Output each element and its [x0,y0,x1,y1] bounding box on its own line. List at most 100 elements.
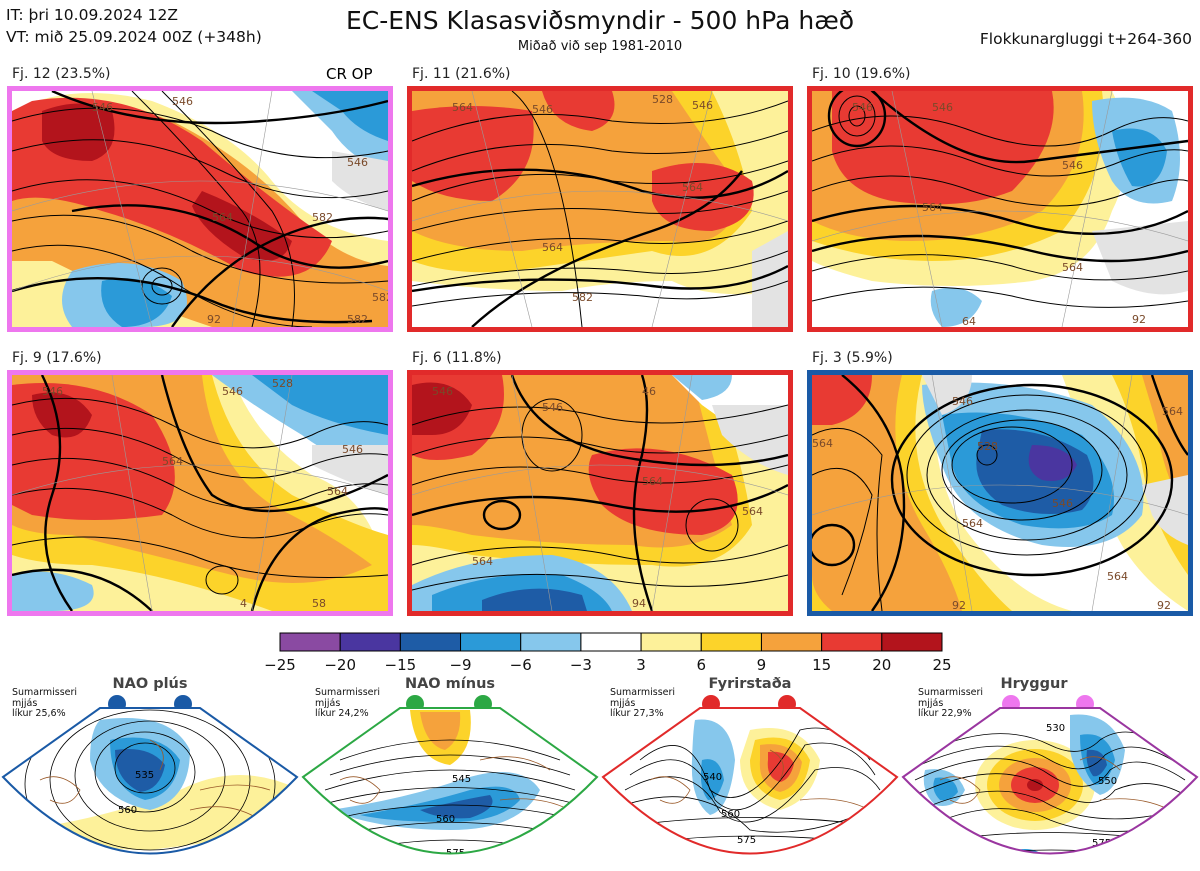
colorbar-tick-label: −25 [264,656,296,674]
cluster-label: Fj. 3 (5.9%) [812,350,893,366]
regime-ridge: Hryggur Sumarmisseri mjjás líkur 22,9% [900,676,1200,871]
colorbar-tick-label: −20 [324,656,356,674]
contour-label: 528 [977,440,998,453]
contour-label: 92 [207,313,221,326]
contour-label: 546 [952,395,973,408]
colorbar-swatches [279,632,943,652]
regime-note: Sumarmisseri mjjás líkur 24,2% [315,687,381,719]
regime-map: 535 560 [1,707,299,855]
contour-label: 564 [1162,405,1183,418]
contour-label: 564 [452,101,473,114]
regime-title: Hryggur [1000,676,1068,692]
contour-label: 564 [327,485,348,498]
colorbar-tick-label: −15 [384,656,417,674]
contour-label: 546 [222,385,243,398]
cluster-panel-2: 564 546 528 546 564 564 582 [407,86,793,332]
contour-label: 575 [737,835,756,846]
contour-label: 546 [347,156,368,169]
cluster-panel-6: 546 528 546 564 564 564 564 92 92 [807,370,1193,616]
page-title: EC-ENS Klasasviðsmyndir - 500 hPa hæð [345,6,855,35]
contour-label: 582 [347,313,368,326]
cluster-map-4: 546 546 528 546 564 564 58 4 [12,375,388,611]
cluster-label: Fj. 12 (23.5%) [12,66,111,82]
cluster-map-3: 546 546 546 564 564 64 92 [812,91,1188,327]
colorbar-swatch [640,632,702,652]
cluster-panel-3: 546 546 546 564 564 64 92 [807,86,1193,332]
contour-label: 546 [42,385,63,398]
contour-label: 546 [92,101,113,114]
run-info: IT: þri 10.09.2024 12Z VT: mið 25.09.202… [6,4,262,48]
contour-label: 94 [632,597,646,610]
regime-blocking: Fyrirstaða Sumarmisseri mjjás líkur 27,3… [600,676,900,871]
regime-note: Sumarmisseri mjjás líkur 27,3% [610,687,676,719]
colorbar-swatch [881,632,943,652]
regime-title: Fyrirstaða [708,676,792,692]
contour-label: 564 [472,555,493,568]
initial-time: IT: þri 10.09.2024 12Z [6,6,178,24]
contour-label: 564 [742,505,763,518]
contour-label: 46 [642,385,656,398]
cluster-map-6: 546 528 546 564 564 564 564 92 92 [812,375,1188,611]
contour-label: 564 [922,201,943,214]
colorbar-tick-label: 6 [696,656,707,674]
colorbar-swatch [399,632,462,652]
contour-label: 535 [135,770,154,781]
regime-nao-plus: NAO plús Sumarmisseri mjjás líkur 25,6% … [0,676,300,871]
contour-label: 546 [542,401,563,414]
colorbar-swatch [760,632,823,652]
colorbar-tick-label: −3 [569,656,592,674]
contour-label: 546 [1062,159,1083,172]
regime-title: NAO plús [112,676,188,692]
contour-label: 92 [952,599,966,611]
contour-label: 564 [812,437,833,450]
colorbar-swatch [700,632,762,652]
contour-label: 564 [162,455,183,468]
contour-label: 560 [118,805,137,816]
contour-label: 564 [1062,261,1083,274]
contour-label: 560 [436,814,455,825]
cluster-map-5: 546 546 564 564 564 94 46 [412,375,788,611]
cluster-panel-5: 546 546 564 564 564 94 46 [407,370,793,616]
contour-label: 564 [962,517,983,530]
contour-label: 582 [572,291,593,304]
valid-time: VT: mið 25.09.2024 00Z (+348h) [6,28,262,46]
colorbar-swatch [279,632,341,652]
contour-label: 575 [446,848,465,859]
contour-label: 550 [1098,776,1117,787]
cluster-panel-1: 546 546 564 582 546 582 582 92 [7,86,393,332]
contour-label: 546 [692,99,713,112]
contour-label: 58 [312,597,326,610]
colorbar-tick-label: 15 [812,656,832,674]
contour-label: 546 [852,101,873,114]
colorbar-tick-label: 3 [636,656,646,674]
regime-nao-minus: NAO mínus Sumarmisseri mjjás líkur 24,2%… [300,676,600,871]
colorbar-swatch [580,632,642,652]
contour-label: 564 [212,211,233,224]
contour-label: 546 [1052,497,1073,510]
regime-title: NAO mínus [404,676,496,692]
cluster-label: Fj. 6 (11.8%) [412,350,502,366]
colorbar-swatch [339,632,401,652]
cluster-panel-4: 546 546 528 546 564 564 58 4 [7,370,393,616]
classification-window: Flokkunargluggi t+264-360 [979,30,1192,48]
anomaly-colorbar [279,632,943,652]
cluster-label: Fj. 9 (17.6%) [12,350,102,366]
colorbar-tick-label: −9 [449,656,472,674]
regime-note: Sumarmisseri mjjás líkur 22,9% [918,687,984,719]
colorbar-swatch [460,632,522,652]
colorbar-tick-label: 9 [756,656,767,674]
contour-label: 4 [240,597,247,610]
contour-label: 560 [721,809,740,820]
contour-label: 564 [542,241,563,254]
regime-map: 545 560 575 [301,707,599,859]
contour-label: 582 [312,211,333,224]
colorbar-tick-label: 20 [872,656,892,674]
contour-label: 528 [272,377,293,390]
climatology-subtitle: Miðað við sep 1981-2010 [517,39,683,54]
contour-label: 582 [372,291,388,304]
contour-label: 540 [703,772,722,783]
contour-label: 545 [452,774,471,785]
contour-label: 564 [642,475,663,488]
colorbar-tick-label: −6 [509,656,532,674]
contour-label: 92 [1132,313,1146,326]
